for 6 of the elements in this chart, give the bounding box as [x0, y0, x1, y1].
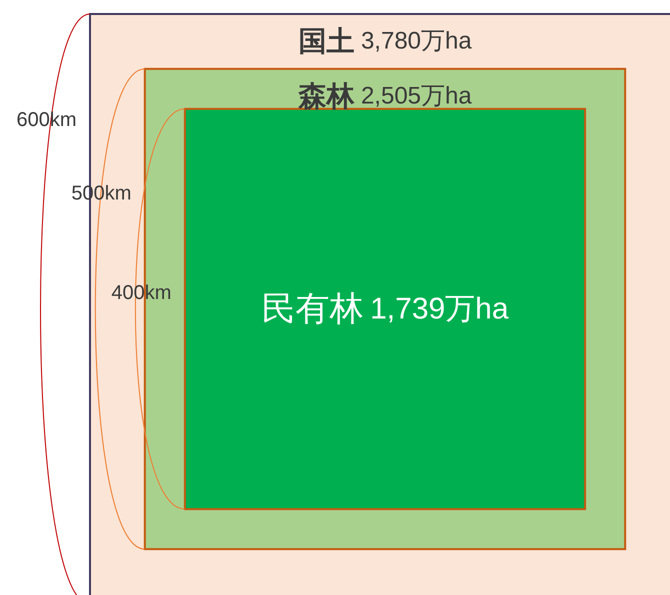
data-label: 1,739万ha [370, 292, 509, 326]
data-label: 2,505万ha [360, 82, 472, 110]
category-label: 国土 [298, 24, 354, 58]
category-label: 森林 [297, 79, 356, 112]
data-label: 3,780万ha [360, 28, 472, 54]
category-label: 民有林 [261, 289, 364, 329]
